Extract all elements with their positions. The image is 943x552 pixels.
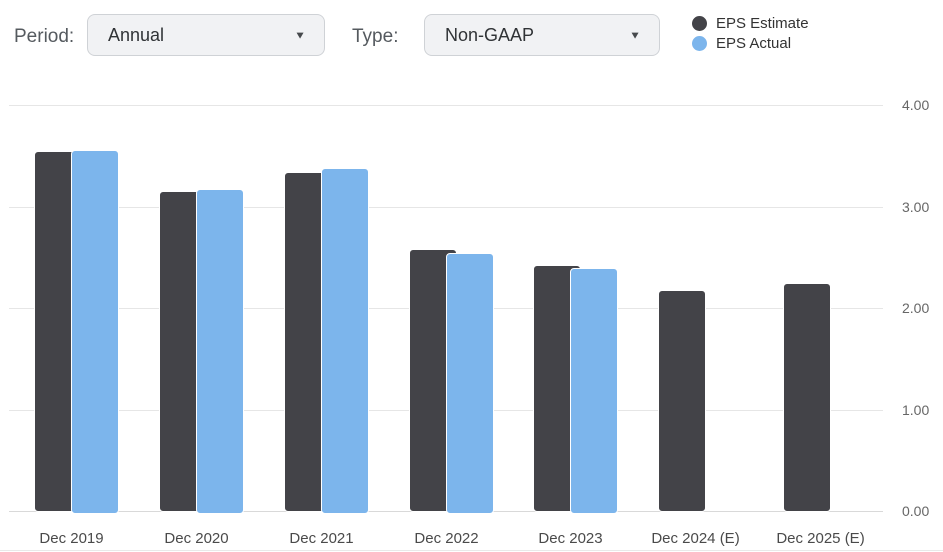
y-axis-tick-label: 1.00 xyxy=(902,402,930,418)
legend-dot-icon xyxy=(692,35,707,51)
x-axis-tick-label: Dec 2019 xyxy=(39,530,104,547)
chevron-down-icon: ▼ xyxy=(294,29,306,41)
chart-legend: EPS Estimate EPS Actual xyxy=(692,13,809,53)
gridline xyxy=(9,105,883,106)
y-axis-tick-label: 0.00 xyxy=(902,503,930,519)
legend-label: EPS Actual xyxy=(716,34,792,52)
bar-eps-estimate-dec-2024-e-[interactable] xyxy=(658,290,706,512)
type-label: Type: xyxy=(352,26,399,47)
x-axis-tick-label: Dec 2022 xyxy=(414,530,479,547)
bottom-divider xyxy=(0,550,943,551)
period-select-value: Annual xyxy=(108,24,165,45)
y-axis-tick-label: 4.00 xyxy=(902,97,930,113)
y-axis-tick-label: 3.00 xyxy=(902,199,930,215)
x-axis-tick-label: Dec 2024 (E) xyxy=(651,530,740,547)
bar-eps-actual-dec-2023[interactable] xyxy=(570,268,618,514)
y-axis-tick-label: 2.00 xyxy=(902,300,930,316)
bar-eps-actual-dec-2022[interactable] xyxy=(446,253,494,514)
bar-eps-actual-dec-2020[interactable] xyxy=(196,189,244,514)
legend-item-eps-actual[interactable]: EPS Actual xyxy=(692,33,809,53)
type-select[interactable]: Non-GAAP ▼ xyxy=(424,14,660,56)
x-axis-tick-label: Dec 2023 xyxy=(538,530,603,547)
bar-eps-actual-dec-2021[interactable] xyxy=(321,168,369,514)
bar-eps-actual-dec-2019[interactable] xyxy=(71,150,119,514)
legend-item-eps-estimate[interactable]: EPS Estimate xyxy=(692,13,809,33)
period-select[interactable]: Annual ▼ xyxy=(87,14,325,56)
bar-eps-estimate-dec-2025-e-[interactable] xyxy=(783,283,831,512)
x-axis-tick-label: Dec 2020 xyxy=(164,530,229,547)
legend-dot-icon xyxy=(692,15,707,31)
gridline xyxy=(9,207,883,208)
period-label: Period: xyxy=(14,26,75,47)
x-axis-tick-label: Dec 2021 xyxy=(289,530,354,547)
type-select-value: Non-GAAP xyxy=(445,24,535,45)
x-axis-tick-label: Dec 2025 (E) xyxy=(776,530,865,547)
chevron-down-icon: ▼ xyxy=(629,29,641,41)
legend-label: EPS Estimate xyxy=(716,14,809,32)
